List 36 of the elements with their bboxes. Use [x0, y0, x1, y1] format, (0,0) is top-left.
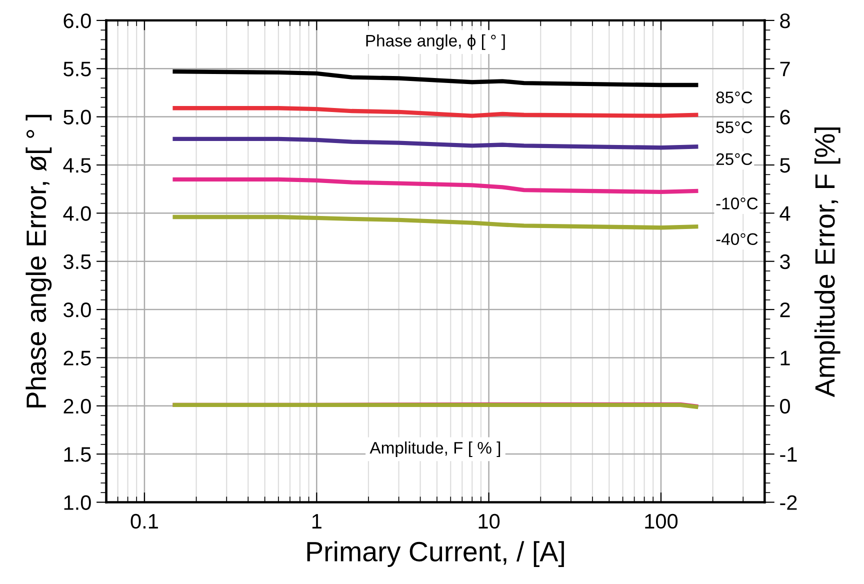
y-tick-label: 3.0: [64, 302, 91, 318]
y-tick-label: 4.5: [63, 158, 91, 173]
y2-tick-label: 2: [780, 302, 790, 318]
series-label: 85°C: [716, 92, 752, 104]
series-label: 55°C: [716, 121, 752, 134]
y-tick-label: 5.5: [64, 62, 91, 76]
y2-tick-label: 4: [780, 206, 790, 221]
y2-tick-label: 8: [780, 13, 790, 28]
y2-tick-label: 6: [780, 110, 790, 125]
x-axis-title: Primary Current, / [A]: [307, 541, 564, 567]
y-tick-label: 4.0: [63, 206, 91, 221]
y-tick-label: 2.0: [64, 398, 91, 414]
y-tick-label: 1.0: [64, 495, 91, 510]
x-tick-label: 10: [478, 514, 500, 529]
y-tick-label: 3.5: [64, 254, 91, 270]
series-label: -10°C: [716, 198, 758, 210]
annotation: Phase angle, ϕ [ ° ]: [366, 34, 505, 50]
y-tick-label: 1.5: [64, 447, 91, 462]
x-tick-label: 1: [312, 514, 322, 528]
y2-tick-label: -2: [780, 495, 797, 510]
y2-tick-label: 7: [780, 62, 790, 76]
y2-tick-label: -1: [780, 447, 797, 462]
y-tick-label: 6.0: [64, 13, 91, 28]
y-tick-label: 2.5: [64, 350, 91, 366]
y2-tick-label: 1: [780, 350, 790, 366]
annotation: Amplitude, F [ % ]: [370, 441, 500, 458]
series-label: 25°C: [716, 153, 752, 166]
y2-tick-label: 3: [780, 254, 790, 270]
y2-tick-label: 5: [780, 158, 790, 173]
y-axis-title: Phase angle Error, ø[ ° ]: [26, 114, 52, 408]
x-tick-label: 100: [645, 514, 678, 529]
x-tick-label: 0.1: [130, 514, 158, 529]
y2-axis-title: Amplitude Error, F [%]: [814, 127, 840, 398]
y2-tick-label: 0: [780, 398, 790, 414]
series-label: -40°C: [716, 233, 758, 246]
y-tick-label: 5.0: [64, 110, 91, 125]
